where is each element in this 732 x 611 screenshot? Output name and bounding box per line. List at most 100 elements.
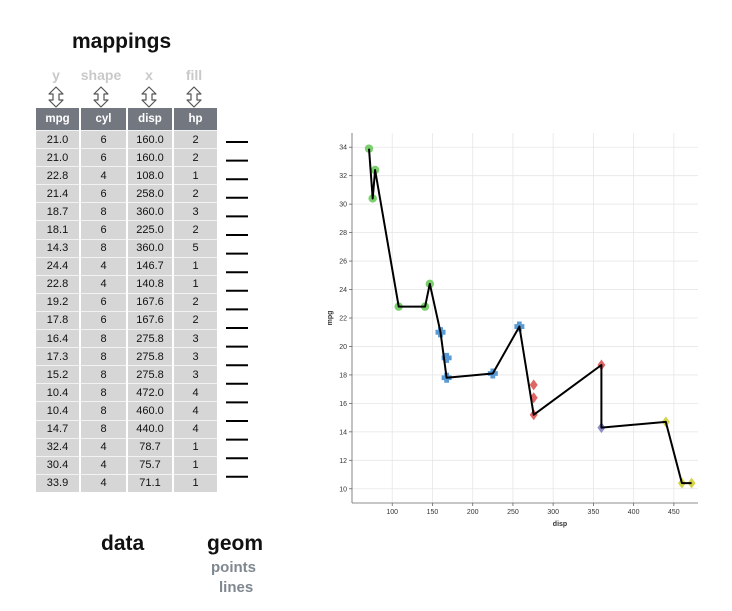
table-cell: 19.2 — [36, 292, 79, 311]
table-cell: 6 — [81, 148, 126, 167]
table-row: 17.8 6 167.6 2 — [36, 310, 217, 330]
table-cell: 8 — [81, 383, 126, 402]
table-cell: 21.4 — [36, 184, 79, 203]
table-cell: 17.3 — [36, 347, 79, 366]
table-cell: 10.4 — [36, 383, 79, 402]
x-tick-label: 300 — [547, 509, 559, 516]
table-cell: 15.2 — [36, 365, 79, 384]
scatter-line-chart: 100 150 200 250 300 350 400 450 10 12 14 16 18 20 22 24… — [327, 133, 698, 528]
table-cell: 8 — [81, 419, 126, 438]
geom-lines-label: lines — [219, 579, 254, 596]
table-cell: 3 — [174, 347, 217, 366]
table-cell: 8 — [81, 238, 126, 257]
data-table: mpg cyl disp hp 21.0 6 160.0 2 21.0 6 160.0 2 22.8 4… — [34, 108, 219, 492]
aes-label-shape: shape — [80, 67, 122, 83]
table-cell: 1 — [174, 437, 217, 456]
table-cell: 360.0 — [128, 202, 172, 221]
double-arrow-icon — [186, 86, 202, 108]
table-cell: 160.0 — [128, 148, 172, 167]
aes-label-fill: fill — [185, 67, 203, 83]
double-arrow-icon — [141, 86, 157, 108]
table-row: 33.9 4 71.1 1 — [36, 473, 217, 492]
table-cell: 78.7 — [128, 437, 172, 456]
column-header-cyl: cyl — [81, 108, 126, 130]
y-tick-label: 16 — [339, 401, 347, 408]
table-cell: 108.0 — [128, 166, 172, 185]
table-cell: 2 — [174, 220, 217, 239]
table-cell: 1 — [174, 455, 217, 474]
table-cell: 8 — [81, 347, 126, 366]
table-cell: 4 — [81, 455, 126, 474]
table-row: 15.2 8 275.8 3 — [36, 365, 217, 384]
table-cell: 8 — [81, 329, 126, 348]
geom-points-label: points — [211, 559, 256, 576]
table-cell: 4 — [81, 274, 126, 293]
y-tick-label: 14 — [339, 429, 347, 436]
table-row: 17.3 8 275.8 3 — [36, 347, 217, 366]
table-cell: 1 — [174, 256, 217, 275]
table-cell: 71.1 — [128, 473, 172, 492]
table-cell: 6 — [81, 130, 126, 149]
y-tick-label: 34 — [339, 145, 347, 152]
table-cell: 3 — [174, 365, 217, 384]
table-row: 14.3 8 360.0 5 — [36, 238, 217, 257]
table-cell: 3 — [174, 329, 217, 348]
table-cell: 16.4 — [36, 329, 79, 348]
table-cell: 18.1 — [36, 220, 79, 239]
data-point — [364, 144, 374, 153]
y-tick-label: 18 — [339, 372, 347, 379]
mappings-title: mappings — [72, 30, 172, 53]
table-row: 19.2 6 167.6 2 — [36, 292, 217, 311]
table-row: 21.4 6 258.0 2 — [36, 184, 217, 203]
y-tick-label: 20 — [339, 344, 347, 351]
column-header-disp: disp — [128, 108, 172, 130]
x-tick-label: 450 — [668, 509, 680, 516]
table-cell: 4 — [81, 437, 126, 456]
table-cell: 1 — [174, 166, 217, 185]
table-cell: 32.4 — [36, 437, 79, 456]
x-tick-label: 200 — [467, 509, 479, 516]
geom-line-segments — [226, 141, 248, 478]
y-tick-label: 12 — [339, 458, 347, 465]
y-tick-label: 30 — [339, 202, 347, 209]
table-cell: 17.8 — [36, 310, 79, 330]
data-point — [441, 352, 452, 363]
table-row: 30.4 4 75.7 1 — [36, 455, 217, 474]
x-tick-label: 100 — [386, 509, 398, 516]
table-row: 10.4 8 460.0 4 — [36, 401, 217, 420]
table-row: 14.7 8 440.0 4 — [36, 419, 217, 438]
table-row: 24.4 4 146.7 1 — [36, 256, 217, 275]
table-cell: 6 — [81, 220, 126, 239]
data-point — [529, 379, 538, 391]
table-cell: 24.4 — [36, 256, 79, 275]
y-tick-label: 32 — [339, 173, 347, 180]
table-cell: 1 — [174, 473, 217, 492]
table-row: 16.4 8 275.8 3 — [36, 329, 217, 348]
table-cell: 8 — [81, 401, 126, 420]
x-tick-label: 350 — [588, 509, 600, 516]
table-cell: 167.6 — [128, 310, 172, 330]
y-tick-label: 22 — [339, 316, 347, 323]
table-cell: 472.0 — [128, 383, 172, 402]
series-line — [368, 148, 692, 485]
table-cell: 14.7 — [36, 419, 79, 438]
table-cell: 2 — [174, 310, 217, 330]
table-cell: 30.4 — [36, 455, 79, 474]
geom-title: geom — [207, 532, 264, 555]
x-tick-label: 400 — [628, 509, 640, 516]
table-cell: 5 — [174, 238, 217, 257]
table-cell: 2 — [174, 130, 217, 149]
table-cell: 2 — [174, 184, 217, 203]
y-tick-label: 10 — [339, 486, 347, 493]
table-row: 21.0 6 160.0 2 — [36, 130, 217, 149]
y-axis-title: mpg — [327, 311, 334, 326]
table-cell: 275.8 — [128, 347, 172, 366]
table-cell: 21.0 — [36, 130, 79, 149]
double-arrow-icon — [48, 86, 64, 108]
table-cell: 460.0 — [128, 401, 172, 420]
table-cell: 160.0 — [128, 130, 172, 149]
table-cell: 258.0 — [128, 184, 172, 203]
table-row: 32.4 4 78.7 1 — [36, 437, 217, 456]
table-cell: 167.6 — [128, 292, 172, 311]
y-tick-label: 28 — [339, 230, 347, 237]
